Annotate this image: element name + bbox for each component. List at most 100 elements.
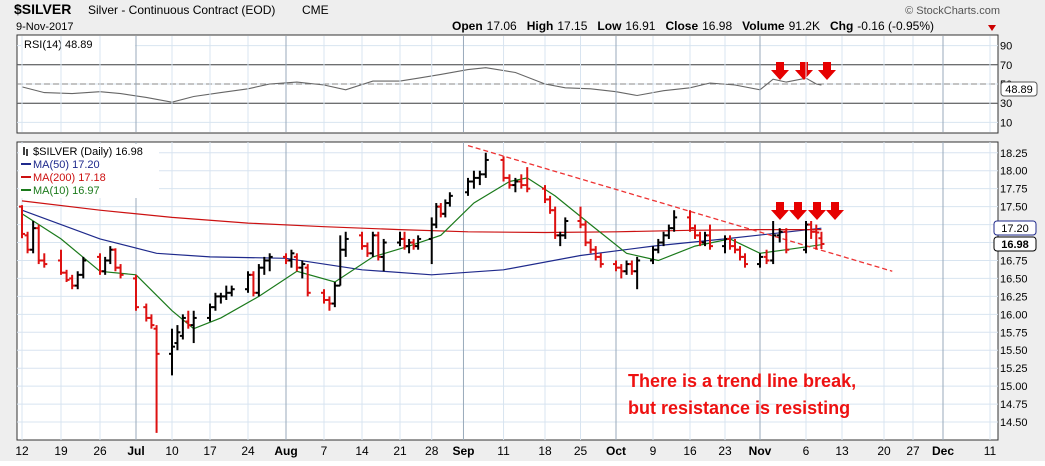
ohlc-bar [465,177,471,196]
ohlc-value: 16.91 [625,19,655,33]
x-tick-label: Jul [127,444,144,458]
ohlc-bar [30,220,37,254]
ohlc-bar [634,256,641,290]
x-tick-label: 21 [393,444,407,458]
ohlc-bar [266,253,273,272]
x-tick-label: Nov [749,444,772,458]
ohlc-bar [304,264,311,297]
price-tick-label: 16.75 [1000,255,1028,267]
symbol-title: $SILVER [14,1,71,17]
ohlc-bar [476,170,483,186]
down-change-icon [988,25,996,31]
ohlc-value: 17.06 [487,19,517,33]
price-tick-label: 16.25 [1000,291,1028,303]
close-value-label: 16.98 [1001,239,1029,251]
price-tick-label: 18.00 [1000,166,1028,178]
ohlc-bar [512,177,519,193]
ohlc-bar [470,170,477,189]
rsi-tick-label: 90 [1000,41,1012,53]
ohlc-bar [41,253,48,268]
ohlc-bar [446,192,453,207]
rsi-legend-bg [21,37,135,51]
x-tick-label: Dec [932,444,954,458]
price-tick-label: 16.50 [1000,273,1028,285]
price-tick-label: 14.75 [1000,399,1028,411]
ohlc-bar [288,249,295,268]
rsi-legend: RSI(14) 48.89 [24,39,92,51]
ohlc-bar [228,285,235,297]
ohlc-value: -0.16 (-0.95%) [857,19,934,33]
x-tick-label: 13 [835,444,849,458]
moving-average-line [21,177,822,330]
ohlc-bar [69,274,76,290]
legend-entry: MA(10) 16.97 [33,185,100,197]
ohlc-bar [482,152,489,178]
ohlc-bar [169,328,175,376]
ohlc-bar [813,224,820,250]
legend-entry: MA(50) 17.20 [33,159,100,171]
x-tick-label: 6 [803,444,810,458]
x-tick-label: 14 [355,444,369,458]
down-arrow-icon [808,202,826,220]
down-arrow-icon [818,62,836,80]
x-tick-label: 11 [497,444,510,458]
ohlc-bar [80,256,87,279]
ohlc-bar [133,274,139,311]
ohlc-label: Chg [830,19,853,33]
x-tick-label: 28 [425,444,439,458]
ohlc-bar [24,231,31,254]
x-tick-label: 23 [718,444,732,458]
close-value-box [993,236,1037,252]
ohlc-bar [770,220,777,265]
rsi-tick-label: 30 [1000,98,1012,110]
ohlc-label: Volume [742,19,785,33]
down-arrow-icon [826,202,844,220]
symbol-description: Silver - Continuous Contract (EOD) [88,3,275,17]
ohlc-bar [148,314,155,329]
price-tick-label: 18.25 [1000,148,1028,160]
x-tick-label: 17 [203,444,217,458]
ohlc-bar [117,264,124,279]
ohlc-label: High [527,19,554,33]
moving-average-line [21,200,822,234]
x-tick-label: 20 [877,444,891,458]
ohlc-bar [380,238,387,272]
ohlc-bar [742,253,748,268]
ohlc-bar [35,224,42,265]
ohlc-bar [174,325,181,351]
ohlc-bar [74,271,81,290]
x-tick-label: 16 [683,444,697,458]
ohlc-bar [415,235,422,250]
ohlc-summary: Open 17.06 High 17.15 Low 16.91 Close 16.98 Volu… [452,19,934,33]
x-tick-label: 19 [54,444,68,458]
ohlc-value: 91.2K [789,19,820,33]
x-tick-label: 7 [321,444,328,458]
moving-average-line [21,209,822,276]
ohlc-bar [763,249,770,265]
down-arrow-icon [789,202,807,220]
ohlc-bar [524,167,531,193]
rsi-current-label-box [1000,81,1038,97]
ohlc-bar [299,260,306,279]
ohlc-bar [500,156,507,182]
price-tick-label: 17.75 [1000,184,1028,196]
x-tick-label: 12 [15,444,29,458]
ma50-value-box [993,220,1037,236]
ohlc-label: Low [597,19,622,33]
ohlc-bar [58,249,64,275]
chart-date: 9-Nov-2017 [16,21,73,33]
ohlc-bar [776,228,783,243]
price-tick-label: 15.50 [1000,345,1028,357]
price-tick-label: 15.00 [1000,381,1028,393]
x-tick-label: 9 [650,444,657,458]
ohlc-bar [562,217,569,239]
ohlc-bar [518,174,525,189]
down-arrow-icon [771,202,789,220]
price-tick-label: 14.50 [1000,417,1028,429]
ohlc-bar [671,210,678,232]
ohlc-bar [707,224,713,250]
ohlc-bar [783,228,790,254]
x-tick-label: Oct [606,444,626,458]
